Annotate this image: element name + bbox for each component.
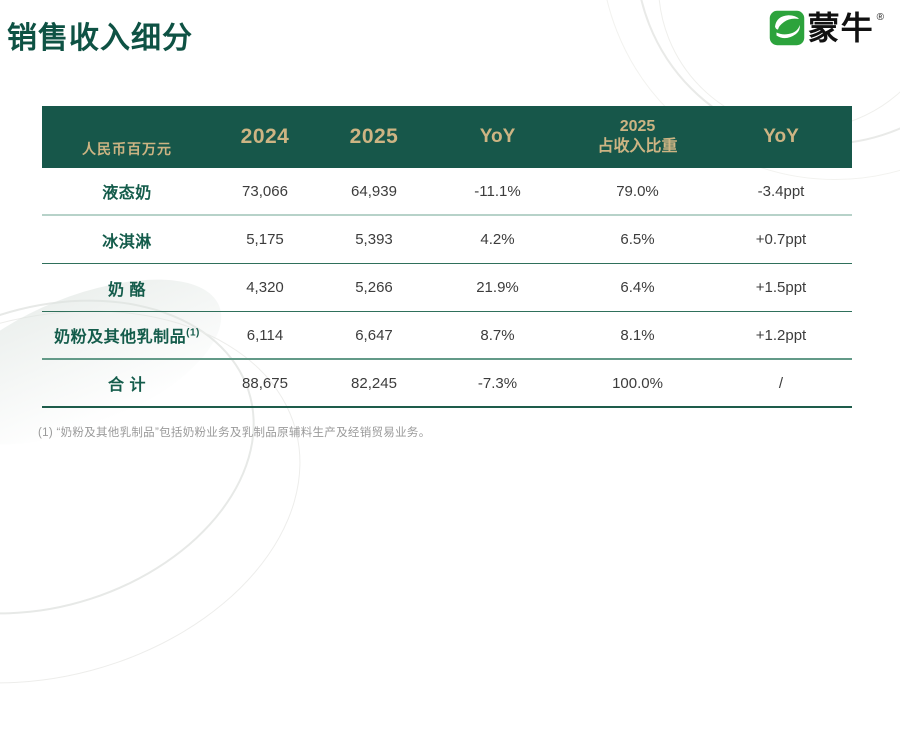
value-2024: 88,675 <box>242 374 288 392</box>
brand-name: 蒙牛 <box>807 10 874 46</box>
value-2025: 5,266 <box>355 279 393 296</box>
page-title: 销售收入细分 <box>7 22 193 55</box>
value-yoy: -11.1% <box>474 182 521 200</box>
row-label: 奶 酪 <box>42 276 212 300</box>
value-2025: 5,393 <box>355 231 393 248</box>
row-label-text: 奶粉及其他乳制品 <box>54 329 187 346</box>
value-2025: 64,939 <box>351 182 397 200</box>
value-2024: 4,320 <box>246 279 284 296</box>
value-yoy: -7.3% <box>477 374 518 392</box>
row-label-text: 合 计 <box>108 377 146 394</box>
value-2025: 6,647 <box>355 326 393 344</box>
column-header-yoy: YoY <box>479 126 516 147</box>
value-2024: 6,114 <box>246 326 284 344</box>
value-yoy: 21.9% <box>476 279 519 296</box>
value-2025: 82,245 <box>351 374 397 392</box>
column-header-share-line2: 占收入比重 <box>597 138 678 155</box>
value-share-yoy: +1.5ppt <box>755 279 807 296</box>
table-row-ice-cream: 冰淇淋 5,175 5,393 4.2% 6.5% +0.7ppt <box>42 216 852 264</box>
column-header-unit: 人民币百万元 <box>82 141 172 157</box>
revenue-breakdown-table: 人民币百万元 2024 2025 YoY 2025 占收入比重 YoY 液态奶 … <box>42 106 852 408</box>
row-label: 奶粉及其他乳制品(1) <box>42 323 212 347</box>
column-header-2024: 2024 <box>240 125 290 148</box>
value-share: 100.0% <box>612 374 663 392</box>
table-header-row: 人民币百万元 2024 2025 YoY 2025 占收入比重 YoY <box>42 106 852 168</box>
brand-logo: 蒙牛 ® <box>769 10 884 46</box>
row-label: 液态奶 <box>42 179 212 203</box>
value-share: 8.1% <box>620 326 655 344</box>
mengniu-leaf-icon <box>769 10 804 46</box>
value-share-yoy: -3.4ppt <box>757 182 805 200</box>
row-label: 冰淇淋 <box>42 228 212 252</box>
column-header-2025-share: 2025 占收入比重 <box>565 117 710 157</box>
table-row-liquid-milk: 液态奶 73,066 64,939 -11.1% 79.0% -3.4ppt <box>42 168 852 216</box>
value-2024: 73,066 <box>242 182 288 200</box>
value-share: 6.4% <box>620 279 655 296</box>
row-label-text: 冰淇淋 <box>102 233 152 251</box>
row-label-text: 奶 酪 <box>108 281 146 299</box>
footnote: (1) “奶粉及其他乳制品”包括奶粉业务及乳制品原辅料生产及经销贸易业务。 <box>38 427 431 439</box>
value-yoy: 4.2% <box>480 231 515 248</box>
row-label-text: 液态奶 <box>102 185 152 202</box>
row-label: 合 计 <box>42 371 212 395</box>
column-header-share-line1: 2025 <box>619 118 656 135</box>
value-yoy: 8.7% <box>480 326 515 344</box>
table-row-milk-powder: 奶粉及其他乳制品(1) 6,114 6,647 8.7% 8.1% +1.2pp… <box>42 312 852 360</box>
table-body: 液态奶 73,066 64,939 -11.1% 79.0% -3.4ppt 冰… <box>42 168 852 408</box>
registered-mark: ® <box>876 12 884 23</box>
column-header-2025: 2025 <box>349 125 399 148</box>
row-label-footnote-ref: (1) <box>186 327 200 339</box>
value-share-yoy: +1.2ppt <box>755 326 807 344</box>
table-row-total: 合 计 88,675 82,245 -7.3% 100.0% / <box>42 360 852 408</box>
value-share: 6.5% <box>620 231 655 248</box>
value-share: 79.0% <box>616 182 659 200</box>
value-2024: 5,175 <box>246 231 284 248</box>
value-share-yoy: / <box>778 374 784 392</box>
value-share-yoy: +0.7ppt <box>755 231 807 248</box>
table-row-cheese: 奶 酪 4,320 5,266 21.9% 6.4% +1.5ppt <box>42 264 852 312</box>
column-header-share-yoy: YoY <box>763 126 799 147</box>
